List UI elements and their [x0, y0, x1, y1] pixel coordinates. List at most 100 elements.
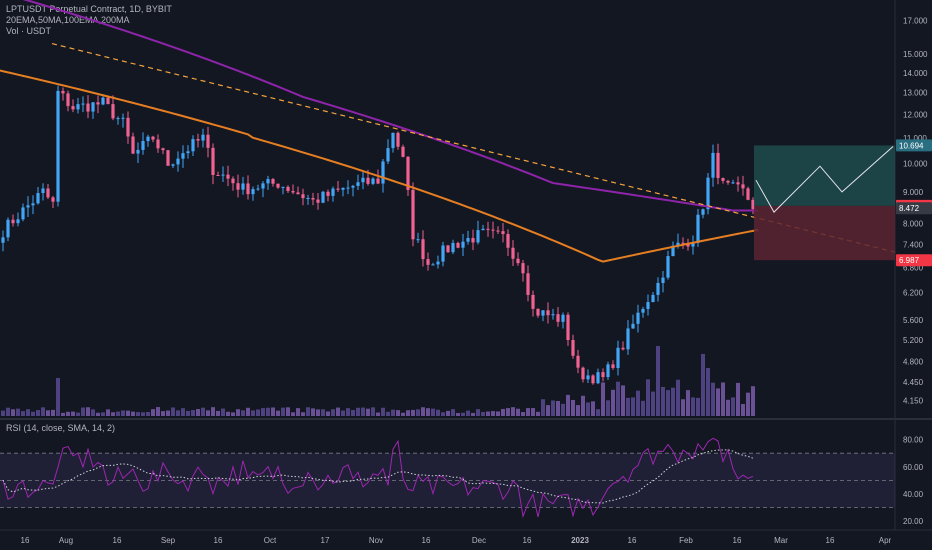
time-tick-label: 16 [214, 536, 223, 545]
candle [526, 273, 530, 295]
candle [381, 161, 385, 184]
candle [696, 214, 700, 243]
volume-bar [606, 400, 610, 416]
candle [411, 189, 415, 240]
candle [746, 188, 750, 200]
candle [266, 179, 270, 184]
candle [211, 147, 215, 175]
candle [76, 104, 80, 110]
candle [406, 156, 410, 190]
volume-bar [451, 409, 455, 416]
candle [676, 242, 680, 246]
price-badge [896, 202, 932, 215]
candle [246, 183, 250, 195]
candle [216, 174, 220, 176]
volume-bar [726, 399, 730, 416]
time-tick-label: Apr [879, 536, 892, 545]
candle [351, 185, 355, 188]
volume-bar [561, 403, 565, 416]
candle [516, 258, 520, 264]
price-tick-label: 14.000 [903, 69, 928, 78]
volume-bar [641, 400, 645, 416]
candle [551, 314, 555, 316]
volume-bar [426, 408, 430, 416]
candle [321, 191, 325, 203]
candle [141, 141, 145, 150]
candle [181, 153, 185, 159]
volume-bar [26, 409, 30, 416]
candle [176, 158, 180, 165]
candles [1, 85, 755, 385]
candle [486, 228, 490, 230]
volume-bar [46, 410, 50, 416]
volume-bar [401, 412, 405, 416]
volume-bar [436, 409, 440, 416]
candle [596, 372, 600, 384]
price-tick-label: 4.450 [903, 378, 924, 387]
candle [456, 242, 460, 248]
volume-bar [631, 397, 635, 416]
volume-bar [36, 410, 40, 416]
candle [501, 231, 505, 235]
price-tick-label: 5.200 [903, 336, 924, 345]
candle [496, 230, 500, 232]
candle [616, 347, 620, 368]
volume-bar [111, 412, 115, 416]
volume-bar [356, 407, 360, 416]
volume-bar [421, 407, 425, 416]
time-tick-label: Mar [774, 536, 788, 545]
volume-bar [61, 412, 65, 416]
volume-bar [676, 379, 680, 416]
candle [441, 245, 445, 262]
volume-bar [566, 394, 570, 416]
volume-bar [211, 407, 215, 416]
candle [171, 164, 175, 166]
volume-bar [86, 407, 90, 416]
price-tick-label: 11.000 [903, 134, 927, 143]
candle [46, 188, 50, 198]
volume-bar [221, 408, 225, 416]
candle [641, 308, 645, 313]
volume-bar [636, 390, 640, 416]
candle [21, 207, 25, 220]
candle [116, 118, 120, 120]
candle [606, 364, 610, 378]
volume-bar [656, 346, 660, 416]
volume-bar [201, 407, 205, 416]
time-tick-label: 16 [523, 536, 532, 545]
volume-bar [41, 407, 45, 416]
candle [51, 197, 55, 202]
volume-bar [696, 397, 700, 416]
volume-bar [6, 407, 10, 416]
candle [311, 197, 315, 200]
volume-bar [181, 408, 185, 416]
volume-bar [311, 408, 315, 416]
rsi-tick-label: 20.00 [903, 517, 924, 526]
candle [86, 103, 90, 112]
volume-bar [751, 386, 755, 416]
candle [731, 182, 735, 184]
volume-bar [51, 409, 55, 416]
volume-bar [186, 410, 190, 416]
candle [466, 238, 470, 242]
volume-bar [81, 407, 85, 416]
candle [626, 328, 630, 350]
candle [26, 205, 30, 208]
candle [566, 314, 570, 341]
volume-bar [176, 410, 180, 416]
volume-bar [56, 378, 60, 416]
volume-bar [326, 411, 330, 416]
candle [281, 186, 285, 188]
time-tick-label: 16 [113, 536, 122, 545]
volume-bar [746, 392, 750, 416]
volume-bar [321, 409, 325, 416]
volume-bar [551, 400, 555, 416]
volume-bar [106, 409, 110, 416]
candle [231, 178, 235, 184]
candle [271, 179, 275, 184]
candle [366, 177, 370, 184]
volume-bar [246, 407, 250, 416]
volume-bar [141, 412, 145, 416]
rsi-tick-label: 80.00 [903, 436, 924, 445]
